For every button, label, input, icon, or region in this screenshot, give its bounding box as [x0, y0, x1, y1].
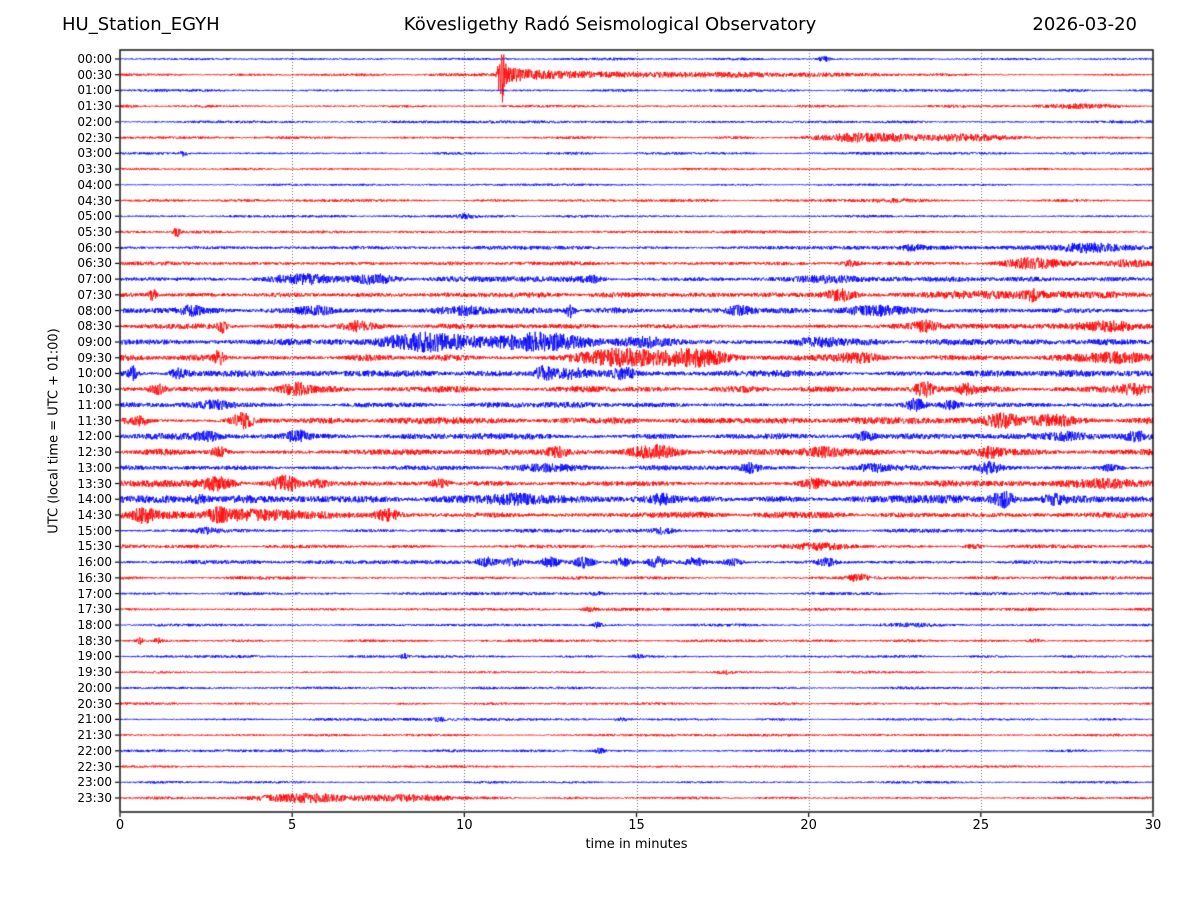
y-tick-label: 18:30	[77, 633, 112, 648]
observatory-title: Kövesligethy Radó Seismological Observat…	[403, 14, 817, 35]
y-tick-label: 01:00	[77, 83, 112, 98]
y-tick-label: 02:30	[77, 130, 112, 145]
x-axis-label: time in minutes	[585, 837, 688, 852]
y-tick-label: 10:00	[77, 366, 112, 381]
y-tick-label: 07:30	[77, 287, 112, 302]
y-tick-label: 06:00	[77, 240, 112, 255]
y-tick-label: 22:00	[77, 743, 112, 758]
x-tick-label: 10	[456, 818, 473, 833]
y-tick-label: 16:00	[77, 555, 112, 570]
y-tick-label: 22:30	[77, 759, 112, 774]
y-tick-label: 03:00	[77, 146, 112, 161]
y-tick-label: 10:30	[77, 382, 112, 397]
y-tick-label: 21:30	[77, 728, 112, 743]
y-tick-label: 15:30	[77, 539, 112, 554]
y-tick-label: 16:30	[77, 570, 112, 585]
y-tick-label: 00:30	[77, 67, 112, 82]
y-tick-label: 20:30	[77, 696, 112, 711]
x-tick-label: 30	[1144, 818, 1162, 833]
y-tick-label: 18:00	[77, 618, 112, 633]
y-tick-label: 13:00	[77, 460, 112, 475]
y-tick-label: 05:00	[77, 209, 112, 224]
y-tick-label: 14:30	[77, 507, 112, 522]
y-tick-label: 19:00	[77, 649, 112, 664]
y-tick-label: 09:00	[77, 335, 112, 350]
y-tick-label: 02:00	[77, 114, 112, 129]
y-tick-label: 19:30	[77, 665, 112, 680]
y-tick-label: 08:00	[77, 303, 112, 318]
y-tick-label: 07:00	[77, 272, 112, 287]
y-tick-label: 20:00	[77, 680, 112, 695]
y-tick-label: 08:30	[77, 319, 112, 334]
y-tick-label: 03:30	[77, 162, 112, 177]
date-title: 2026-03-20	[1032, 14, 1137, 35]
y-tick-label: 05:30	[77, 224, 112, 239]
y-tick-label: 21:00	[77, 712, 112, 727]
y-tick-label: 11:30	[77, 413, 112, 428]
y-tick-label: 15:00	[77, 523, 112, 538]
y-tick-label: 12:30	[77, 445, 112, 460]
x-tick-label: 0	[115, 818, 125, 833]
y-tick-label: 17:00	[77, 586, 112, 601]
y-tick-label: 23:30	[77, 791, 112, 805]
x-tick-label: 5	[288, 818, 297, 833]
y-tick-label: 01:30	[77, 99, 112, 114]
station-title: HU_Station_EGYH	[62, 14, 220, 35]
x-tick-label: 25	[972, 818, 990, 833]
y-tick-label: 17:30	[77, 602, 112, 617]
y-tick-label: 09:30	[77, 350, 112, 365]
y-tick-label: 04:00	[77, 177, 112, 192]
y-tick-label: 00:00	[77, 52, 112, 66]
y-tick-label: 06:30	[77, 256, 112, 271]
x-tick-label: 15	[628, 818, 645, 833]
y-tick-label: 11:00	[77, 397, 112, 412]
y-tick-label: 13:30	[77, 476, 112, 491]
y-tick-label: 23:00	[77, 775, 112, 790]
y-tick-label: 12:00	[77, 429, 112, 444]
y-tick-label: 04:30	[77, 193, 112, 208]
x-tick-label: 20	[800, 818, 817, 833]
y-tick-label: 14:00	[77, 492, 112, 507]
